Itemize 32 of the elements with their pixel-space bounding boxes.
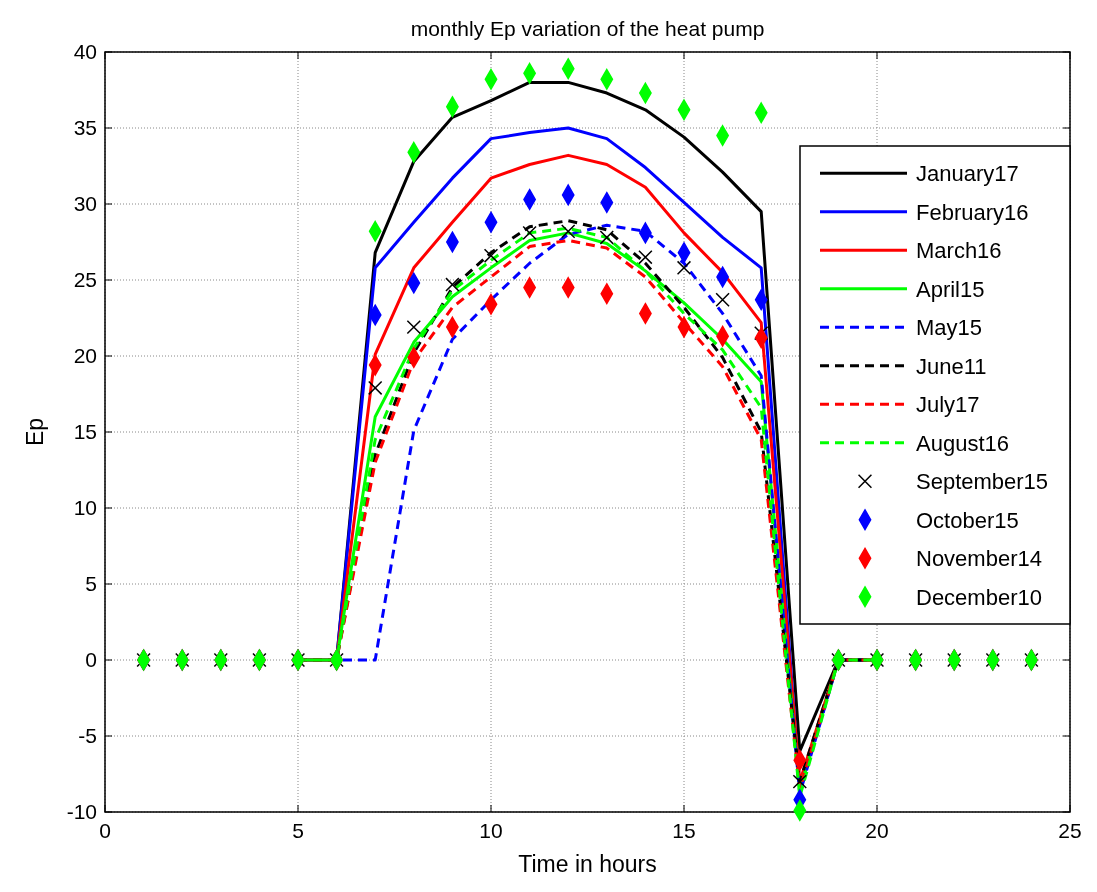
x-tick-label: 10 (479, 819, 503, 842)
x-tick-label: 0 (99, 819, 111, 842)
y-tick-label: 35 (73, 116, 97, 139)
y-tick-label: -10 (66, 800, 97, 823)
x-tick-label: 15 (672, 819, 696, 842)
legend-label: June11 (916, 353, 987, 379)
legend-label: December10 (916, 584, 1042, 610)
legend-label: April15 (916, 276, 985, 302)
legend-label: November14 (916, 546, 1042, 572)
x-axis-title: Time in hours (518, 851, 657, 877)
legend-label: August16 (916, 430, 1009, 456)
x-tick-label: 25 (1058, 819, 1082, 842)
y-tick-label: 0 (85, 648, 97, 671)
y-tick-label: 10 (73, 496, 97, 519)
y-tick-label: 30 (73, 192, 97, 215)
y-axis-title: Ep (22, 417, 48, 447)
x-tick-label: 20 (865, 819, 889, 842)
x-tick-label: 5 (292, 819, 304, 842)
y-tick-label: 20 (73, 344, 97, 367)
y-tick-label: -5 (78, 724, 97, 747)
y-tick-label: 25 (73, 268, 97, 291)
y-tick-label: 5 (85, 572, 97, 595)
legend-label: October15 (916, 507, 1019, 533)
y-tick-label: 15 (73, 420, 97, 443)
legend-label: February16 (916, 199, 1029, 225)
legend-label: May15 (916, 315, 983, 341)
legend-label: January17 (916, 161, 1019, 187)
legend-label: March16 (916, 238, 1002, 264)
chart-title: monthly Ep variation of the heat pump (410, 17, 765, 40)
y-tick-label: 40 (73, 40, 97, 63)
legend-label: July17 (916, 392, 980, 418)
legend-label: September15 (916, 469, 1049, 495)
